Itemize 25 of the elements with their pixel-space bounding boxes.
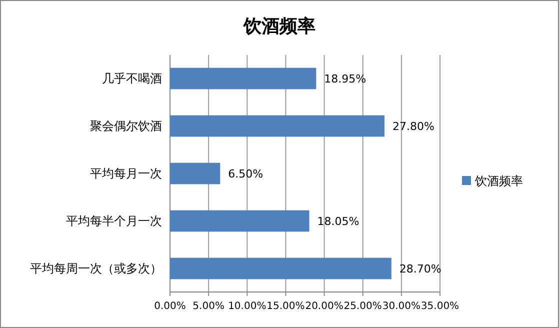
chart-title: 饮酒频率: [242, 16, 316, 37]
bar: [170, 68, 316, 90]
data-label: 6.50%: [228, 168, 264, 180]
data-label: 28.70%: [399, 262, 442, 276]
bar: [170, 162, 220, 184]
x-tick-label: 0.00%: [154, 301, 186, 312]
bar: [170, 258, 392, 280]
x-tick-label: 15.00%: [266, 301, 305, 312]
data-label: 27.80%: [392, 120, 434, 134]
y-tick-label: 平均每月一次: [90, 166, 162, 180]
x-tick-label: 30.00%: [382, 301, 420, 312]
y-tick-label: 聚会偶尔饮酒: [90, 119, 162, 134]
bar: [170, 210, 310, 232]
bar: [170, 115, 384, 137]
legend-label: 饮酒频率: [474, 174, 523, 188]
y-tick-label: 平均每半个月一次: [66, 214, 162, 228]
x-tick-label: 10.00%: [228, 301, 266, 312]
data-label: 18.05%: [317, 214, 360, 228]
x-tick-label: 35.00%: [420, 301, 460, 312]
x-tick-label: 25.00%: [344, 301, 382, 312]
data-label: 18.95%: [324, 72, 366, 86]
x-tick-label: 5.00%: [192, 301, 224, 312]
y-tick-label: 几乎不喝酒: [102, 72, 162, 86]
y-tick-label: 平均每周一次（或多次）: [30, 261, 162, 276]
x-tick-label: 20.00%: [305, 301, 344, 312]
